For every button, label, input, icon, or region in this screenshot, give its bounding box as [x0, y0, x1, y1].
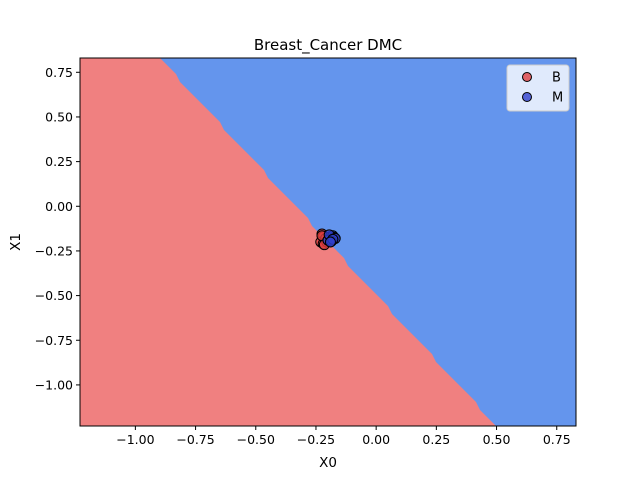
x-tick-label: 0.00: [362, 432, 390, 447]
y-tick-label: 0.50: [45, 109, 73, 124]
y-tick-label: 0.00: [45, 199, 73, 214]
legend-marker-M: [522, 92, 532, 102]
legend-label-M: M: [552, 91, 563, 106]
x-tick-label: −0.25: [297, 432, 335, 447]
y-tick-label: −1.00: [35, 377, 73, 392]
x-tick-label: 0.50: [483, 432, 511, 447]
legend: BM: [506, 64, 570, 112]
x-axis-ticks: −1.00 −0.75 −0.50 −0.25 0.00 0.25 0.50 0.75: [116, 426, 571, 447]
chart-title: Breast_Cancer DMC: [254, 36, 402, 55]
x-tick-label: 0.25: [422, 432, 450, 447]
x-tick-label: 0.75: [543, 432, 571, 447]
x-tick-label: −1.00: [116, 432, 154, 447]
scatter-points: [315, 228, 341, 251]
y-axis-label: X1: [8, 233, 24, 251]
y-tick-label: 0.25: [45, 154, 73, 169]
plot-frame: [79, 57, 577, 427]
x-axis-label: X0: [319, 455, 337, 471]
legend-label-B: B: [552, 71, 561, 86]
x-tick-label: −0.75: [176, 432, 214, 447]
y-axis-ticks: 0.75 0.50 0.25 0.00 −0.25 −0.50 −0.75 −1.00: [35, 65, 80, 392]
region-B: [80, 58, 496, 426]
y-tick-label: 0.75: [45, 65, 73, 80]
decision-regions: [80, 58, 576, 426]
legend-marker-B: [522, 72, 532, 82]
point-M: [324, 236, 336, 248]
y-tick-label: −0.75: [35, 333, 73, 348]
x-tick-label: −0.50: [237, 432, 275, 447]
y-tick-label: −0.50: [35, 288, 73, 303]
y-tick-label: −0.25: [35, 243, 73, 258]
